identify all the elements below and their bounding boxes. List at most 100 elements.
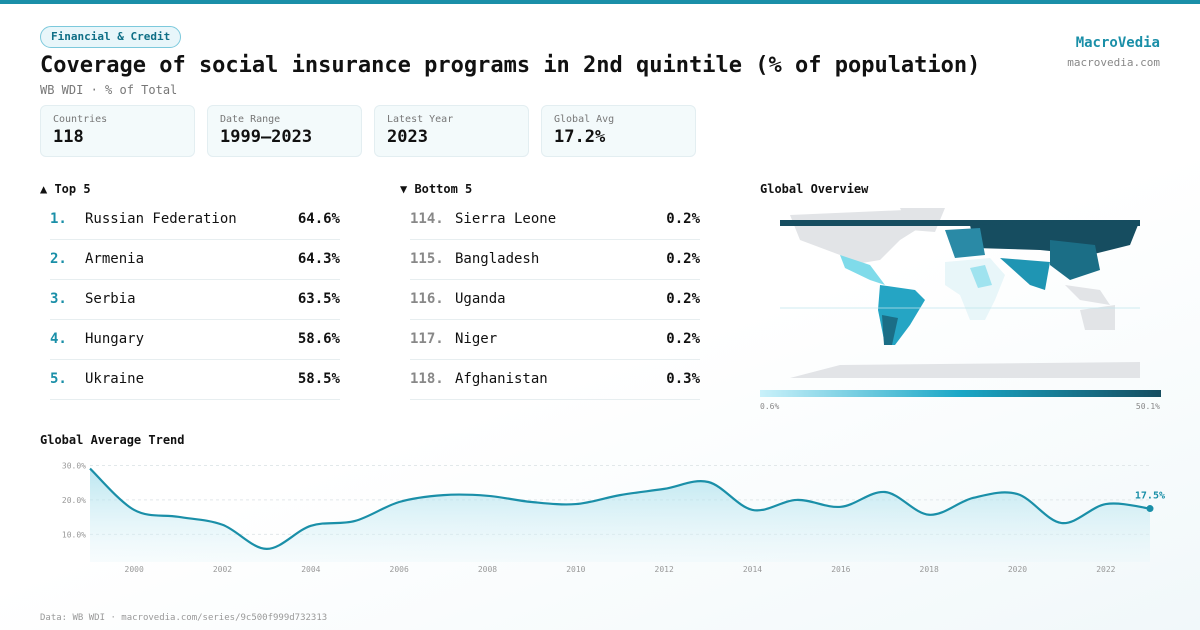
- country-value: 58.6%: [297, 331, 340, 347]
- country-value: 64.6%: [297, 211, 340, 227]
- country-value: 0.2%: [666, 291, 700, 307]
- rank-row: 2. Armenia 64.3%: [50, 240, 340, 280]
- x-tick-label: 2010: [566, 565, 585, 574]
- russia: [970, 220, 1140, 255]
- country-value: 63.5%: [297, 291, 340, 307]
- site[interactable]: macrovedia.com: [1067, 56, 1160, 69]
- rank: 114.: [410, 211, 444, 227]
- country-name: Serbia: [85, 291, 136, 307]
- rank: 3.: [50, 291, 67, 307]
- country-value: 0.2%: [666, 251, 700, 267]
- x-tick-label: 2016: [831, 565, 850, 574]
- map: 0.6% 50.1%: [760, 208, 1161, 411]
- map-title: Global Overview: [760, 182, 869, 196]
- category-tag[interactable]: Financial & Credit: [40, 26, 182, 48]
- rank: 115.: [410, 251, 444, 267]
- top-bar: [0, 0, 1200, 4]
- stat-value: 118: [53, 127, 84, 147]
- country-name: Afghanistan: [455, 371, 548, 387]
- stat-card: Countries 118: [40, 105, 195, 157]
- legend-max: 50.1%: [1136, 402, 1160, 411]
- country-name: Uganda: [455, 291, 506, 307]
- country-value: 0.3%: [666, 371, 700, 387]
- continents: [780, 208, 1140, 378]
- map-band: [780, 220, 1140, 226]
- x-tick-label: 2012: [655, 565, 674, 574]
- footer: Data: WB WDI · macrovedia.com/series/9c5…: [40, 613, 328, 623]
- stat-value: 2023: [387, 127, 428, 147]
- legend-min: 0.6%: [760, 402, 779, 411]
- stat-card: Latest Year 2023: [374, 105, 529, 157]
- rank: 4.: [50, 331, 67, 347]
- x-tick-label: 2004: [301, 565, 320, 574]
- country-name: Bangladesh: [455, 251, 540, 267]
- rank-row: 116. Uganda 0.2%: [410, 280, 700, 320]
- stat-card: Date Range 1999–2023: [207, 105, 362, 157]
- stat-label: Latest Year: [387, 114, 454, 125]
- top-title: ▲ Top 5: [40, 182, 91, 196]
- china: [1050, 240, 1100, 280]
- subtitle: WB WDI · % of Total: [40, 83, 178, 97]
- rank-row: 118. Afghanistan 0.3%: [410, 360, 700, 400]
- x-tick-label: 2020: [1008, 565, 1027, 574]
- stat-value: 17.2%: [554, 127, 606, 147]
- rank-row: 115. Bangladesh 0.2%: [410, 240, 700, 280]
- europe: [945, 228, 985, 258]
- rank-row: 3. Serbia 63.5%: [50, 280, 340, 320]
- central-america: [840, 255, 885, 285]
- rank: 117.: [410, 331, 444, 347]
- rank: 116.: [410, 291, 444, 307]
- rank-row: 117. Niger 0.2%: [410, 320, 700, 360]
- country-name: Armenia: [85, 251, 145, 267]
- southern-cone: [882, 315, 898, 345]
- area: [90, 468, 1150, 562]
- stat-card: Global Avg 17.2%: [541, 105, 696, 157]
- x-tick-label: 2014: [743, 565, 762, 574]
- end-point: [1146, 505, 1154, 513]
- rank: 5.: [50, 371, 67, 387]
- x-tick-label: 2000: [125, 565, 144, 574]
- x-tick-label: 2022: [1096, 565, 1115, 574]
- rank: 118.: [410, 371, 444, 387]
- trend-chart: 10.0% 20.0% 30.0% 2000 2002 2004 2006 2008 2010 2…: [62, 461, 1165, 574]
- rank-row: 4. Hungary 58.6%: [50, 320, 340, 360]
- page-title: Coverage of social insurance programs in…: [40, 53, 981, 78]
- australia: [1080, 305, 1115, 330]
- brand[interactable]: MacroVedia: [1075, 35, 1160, 51]
- rank-row: 1. Russian Federation 64.6%: [50, 200, 340, 240]
- y-tick-label: 20.0%: [62, 496, 86, 505]
- country-value: 0.2%: [666, 211, 700, 227]
- country-name: Niger: [455, 331, 498, 347]
- southeast-asia: [1065, 285, 1110, 305]
- x-tick-label: 2006: [390, 565, 409, 574]
- y-tick-label: 10.0%: [62, 530, 86, 539]
- stat-label: Global Avg: [554, 114, 615, 125]
- country-value: 0.2%: [666, 331, 700, 347]
- country-name: Hungary: [85, 331, 145, 347]
- bottom-title: ▼ Bottom 5: [400, 182, 473, 196]
- antarctica: [790, 362, 1140, 378]
- chart-title: Global Average Trend: [40, 433, 185, 447]
- x-tick-label: 2008: [478, 565, 497, 574]
- x-tick-label: 2002: [213, 565, 232, 574]
- end-label: 17.5%: [1135, 491, 1165, 502]
- stat-value: 1999–2023: [220, 127, 313, 147]
- rank: 2.: [50, 251, 67, 267]
- south-asia: [1000, 258, 1050, 290]
- country-value: 58.5%: [297, 371, 340, 387]
- y-tick-label: 30.0%: [62, 461, 86, 470]
- north-africa: [970, 265, 992, 288]
- country-name: Ukraine: [85, 371, 145, 387]
- x-tick-label: 2018: [920, 565, 939, 574]
- rank-row: 5. Ukraine 58.5%: [50, 360, 340, 400]
- africa: [945, 258, 1005, 320]
- stat-label: Date Range: [220, 114, 281, 125]
- rank: 1.: [50, 211, 67, 227]
- legend-scale: [760, 390, 1161, 397]
- country-name: Sierra Leone: [455, 211, 557, 227]
- stat-label: Countries: [53, 114, 108, 125]
- rank-row: 114. Sierra Leone 0.2%: [410, 200, 700, 240]
- line: [89, 467, 1151, 550]
- country-name: Russian Federation: [85, 211, 237, 227]
